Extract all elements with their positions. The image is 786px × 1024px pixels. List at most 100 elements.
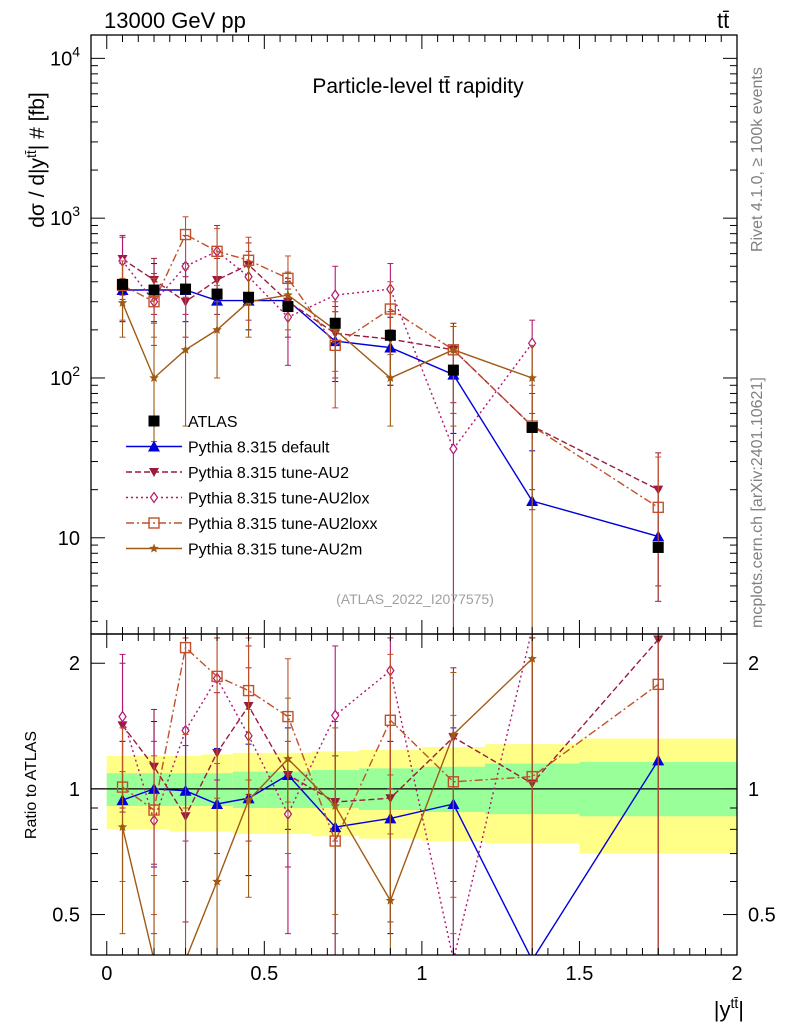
main-point-atlas <box>282 301 294 313</box>
ratio-y-tick-label-right: 1 <box>748 779 759 801</box>
plot-title: Particle-level tt̄ rapidity <box>312 75 524 98</box>
x-tick-label: 0 <box>101 963 112 985</box>
energy-label: 13000 GeV pp <box>104 8 246 33</box>
main-plot-area <box>116 216 665 634</box>
main-line-au2loxx <box>122 233 659 508</box>
legend-marker-au2loxx <box>148 517 160 529</box>
process-label: tt̄ <box>717 8 729 33</box>
main-point-atlas <box>329 317 341 329</box>
main-point-au2loxx <box>179 228 192 241</box>
x-axis-label: |ytt̄| <box>714 995 744 1022</box>
legend-label-au2m: Pythia 8.315 tune-AU2m <box>188 542 362 559</box>
main-point-au2lox <box>330 289 340 302</box>
main-y-axis-label: dσ / d|ytt̄| # [fb] <box>23 92 49 228</box>
ratio-point-au2loxx <box>384 714 397 726</box>
legend-label-au2: Pythia 8.315 tune-AU2 <box>188 465 349 482</box>
ratio-panel: 0.5 0.5 1 1 2 2 0 0.5 1 1.5 2 Ratio to ATLAS |ytt̄… <box>23 633 776 1022</box>
x-tick-label: 1 <box>416 963 427 985</box>
main-point-au2m <box>283 290 293 300</box>
ratio-line-au2lox <box>121 634 532 955</box>
ratio-point-au2m <box>527 653 537 663</box>
main-series-atlas <box>117 278 664 553</box>
main-point-au2m <box>180 344 191 354</box>
legend-label-default: Pythia 8.315 default <box>188 440 330 457</box>
rivet-label: Rivet 4.1.0, ≥ 100k events <box>749 67 766 252</box>
main-line-au2m <box>121 294 533 380</box>
ratio-line-au2loxx <box>122 646 659 843</box>
main-point-atlas <box>148 284 160 296</box>
main-point-atlas <box>117 278 129 290</box>
ratio-y-axis-label: Ratio to ATLAS <box>23 731 40 839</box>
main-series-au2m <box>117 265 537 634</box>
main-y-tick-exp: 3 <box>72 203 80 219</box>
main-point-atlas <box>384 329 396 341</box>
ratio-point-au2lox <box>118 710 127 723</box>
ratio-point-au2loxx <box>179 641 192 654</box>
x-label-sup: tt̄ <box>731 995 739 1011</box>
legend-marker-au2lox <box>149 491 159 504</box>
x-label-post: | <box>738 997 744 1022</box>
ratio-y-tick-label-right: 2 <box>748 653 759 675</box>
legend: ATLAS Pythia 8.315 default Pythia 8.315 tu… <box>126 414 377 559</box>
ratio-point-au2loxx <box>652 678 664 691</box>
x-tick-label: 0.5 <box>250 963 278 985</box>
legend-marker-au2 <box>149 468 159 477</box>
legend-label-data: ATLAS <box>188 414 238 431</box>
y-label-pre: dσ / d|y <box>26 158 49 228</box>
main-point-au2loxx <box>652 501 664 514</box>
main-y-tick-exp: 2 <box>72 363 80 379</box>
main-y-tick-label: 102 <box>50 363 80 390</box>
y-label-post: | # [fb] <box>26 92 49 150</box>
legend-marker-default <box>148 440 160 452</box>
ratio-frame <box>90 633 738 956</box>
legend-marker-data <box>148 415 160 427</box>
ratio-point-au2m <box>385 895 396 905</box>
main-point-au2m <box>330 324 340 334</box>
legend-marker-au2m <box>149 543 159 553</box>
x-tick-label: 1.5 <box>566 963 594 985</box>
main-point-au2m <box>527 373 537 382</box>
main-point-au2loxx <box>384 303 397 315</box>
ratio-y-tick-label-right: 0.5 <box>748 905 776 927</box>
main-y-tick-base: 10 <box>50 208 72 230</box>
main-point-au2loxx <box>242 254 255 266</box>
ratio-point-au2m <box>448 729 459 739</box>
ratio-point-au2m <box>212 876 222 886</box>
mcplots-label: mcplots.cern.ch [arXiv:2401.10621] <box>749 377 766 628</box>
main-point-au2loxx <box>211 245 223 258</box>
ratio-series-au2m <box>117 637 537 955</box>
x-tick-label: 2 <box>731 963 742 985</box>
legend-label-au2lox: Pythia 8.315 tune-AU2lox <box>188 491 369 508</box>
legend-label-au2loxx: Pythia 8.315 tune-AU2loxx <box>188 516 377 533</box>
ratio-plot-area <box>91 634 737 955</box>
main-line-au2lox <box>121 250 533 451</box>
main-point-au2m <box>385 373 396 382</box>
main-point-au2m <box>117 297 128 307</box>
ratio-point-au2loxx <box>148 804 160 816</box>
ratio-y-tick-label: 2 <box>69 653 80 675</box>
main-point-atlas <box>447 364 459 376</box>
ratio-point-au2m <box>283 753 293 763</box>
ratio-point-au2m <box>330 801 340 810</box>
main-y-tick-base: 10 <box>58 528 80 550</box>
main-point-atlas <box>180 283 192 295</box>
main-y-tick-label: 103 <box>50 203 80 230</box>
ratio-point-au2m <box>117 822 128 832</box>
watermark: (ATLAS_2022_I2077575) <box>336 591 494 607</box>
x-label-pre: |y <box>714 997 731 1022</box>
main-point-au2loxx <box>148 296 160 308</box>
ratio-point-au2m <box>243 795 254 805</box>
main-y-tick-base: 10 <box>50 48 72 70</box>
main-point-atlas <box>243 291 255 303</box>
main-point-atlas <box>652 541 664 553</box>
main-point-au2lox <box>449 442 458 455</box>
main-y-tick-label: 104 <box>50 43 80 70</box>
main-point-atlas <box>526 421 538 433</box>
ratio-axes: 0.5 0.5 1 1 2 2 0 0.5 1 1.5 2 <box>52 633 776 985</box>
ratio-line-au2m <box>121 658 533 955</box>
main-y-tick-base: 10 <box>50 368 72 390</box>
ratio-point-au2loxx <box>211 670 223 683</box>
main-y-tick-exp: 4 <box>72 43 80 59</box>
